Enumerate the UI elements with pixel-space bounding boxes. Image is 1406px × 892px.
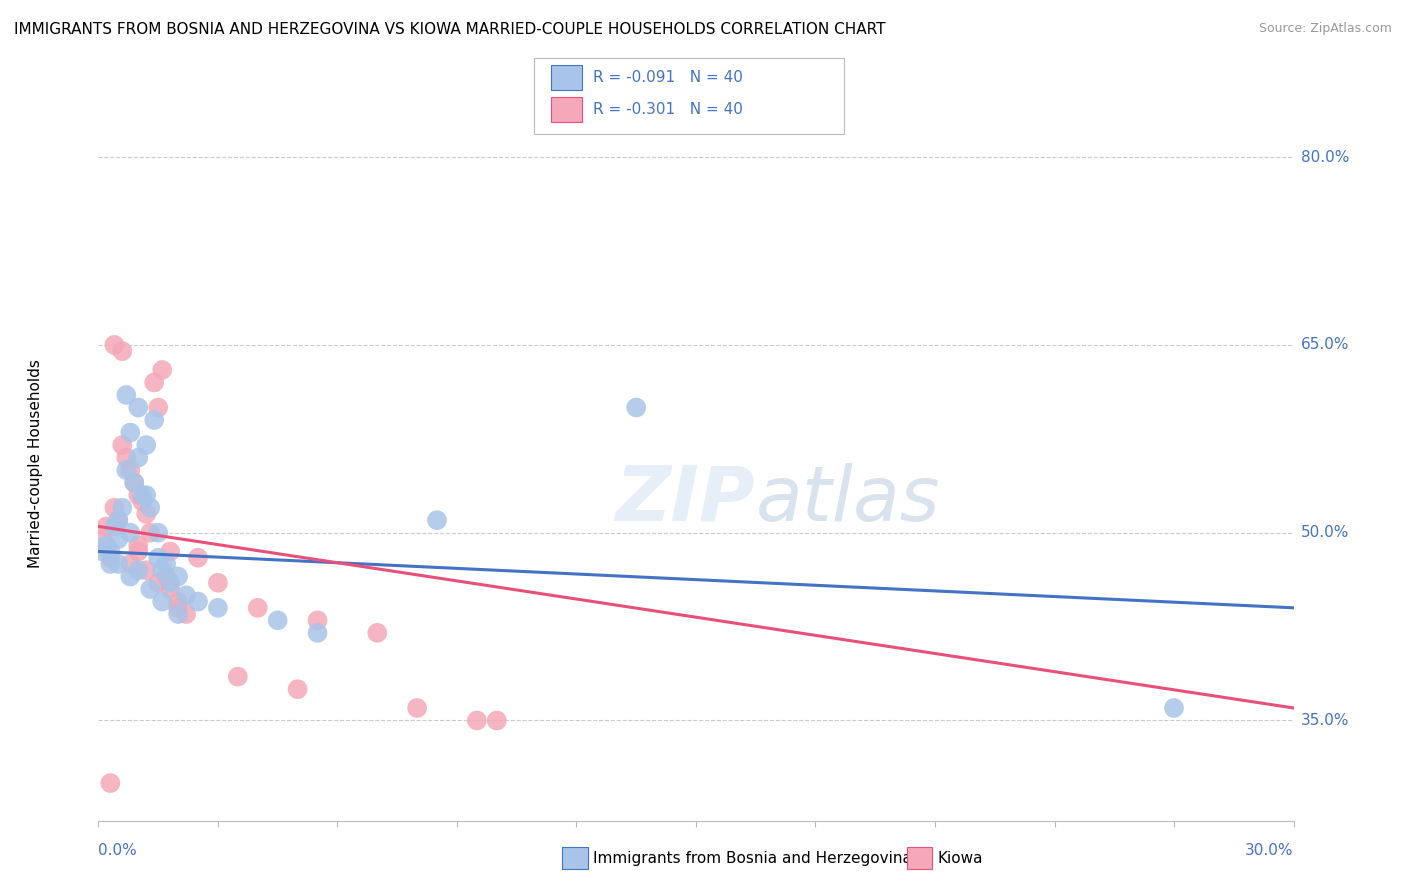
- Text: Married-couple Households: Married-couple Households: [28, 359, 42, 568]
- Text: IMMIGRANTS FROM BOSNIA AND HERZEGOVINA VS KIOWA MARRIED-COUPLE HOUSEHOLDS CORREL: IMMIGRANTS FROM BOSNIA AND HERZEGOVINA V…: [14, 22, 886, 37]
- Point: [127, 450, 149, 465]
- Point: [1163, 701, 1185, 715]
- Point: [127, 544, 149, 558]
- Point: [96, 538, 118, 552]
- Point: [406, 701, 429, 715]
- Text: 0.0%: 0.0%: [98, 843, 138, 858]
- Point: [107, 513, 129, 527]
- Text: R = -0.091   N = 40: R = -0.091 N = 40: [593, 70, 744, 85]
- Point: [155, 557, 177, 571]
- Point: [131, 488, 153, 502]
- Text: Source: ZipAtlas.com: Source: ZipAtlas.com: [1258, 22, 1392, 36]
- Point: [127, 563, 149, 577]
- Point: [139, 582, 162, 596]
- Text: atlas: atlas: [756, 463, 941, 536]
- Point: [124, 475, 146, 490]
- Point: [207, 600, 229, 615]
- Point: [167, 607, 190, 621]
- Text: ZIP: ZIP: [616, 463, 756, 536]
- Text: R = -0.301   N = 40: R = -0.301 N = 40: [593, 103, 744, 117]
- Point: [150, 363, 173, 377]
- Point: [187, 594, 209, 608]
- Point: [465, 714, 488, 728]
- Point: [120, 525, 142, 540]
- Point: [107, 513, 129, 527]
- Point: [155, 569, 177, 583]
- Point: [139, 500, 162, 515]
- Point: [98, 550, 122, 565]
- Point: [246, 600, 269, 615]
- Point: [115, 463, 138, 477]
- Point: [207, 575, 229, 590]
- Text: Kiowa: Kiowa: [938, 851, 983, 865]
- Point: [115, 450, 138, 465]
- Point: [307, 625, 329, 640]
- Point: [150, 594, 173, 608]
- Point: [103, 500, 125, 515]
- Point: [148, 550, 170, 565]
- Point: [148, 575, 170, 590]
- Point: [135, 563, 157, 577]
- Point: [91, 544, 114, 558]
- Point: [148, 401, 170, 415]
- Text: Immigrants from Bosnia and Herzegovina: Immigrants from Bosnia and Herzegovina: [593, 851, 912, 865]
- Point: [127, 538, 149, 552]
- Point: [111, 344, 134, 359]
- Point: [96, 519, 118, 533]
- Point: [307, 613, 329, 627]
- Point: [120, 569, 142, 583]
- Point: [143, 413, 166, 427]
- Text: 65.0%: 65.0%: [1301, 337, 1348, 352]
- Point: [148, 525, 170, 540]
- Point: [103, 519, 125, 533]
- Point: [287, 682, 309, 697]
- Point: [111, 500, 134, 515]
- Point: [174, 607, 197, 621]
- Text: 35.0%: 35.0%: [1301, 713, 1348, 728]
- Point: [150, 563, 173, 577]
- Point: [174, 588, 197, 602]
- Point: [98, 776, 122, 790]
- Point: [143, 376, 166, 390]
- Point: [426, 513, 449, 527]
- Point: [485, 714, 508, 728]
- Point: [187, 550, 209, 565]
- Point: [127, 401, 149, 415]
- Point: [131, 494, 153, 508]
- Point: [135, 438, 157, 452]
- Point: [103, 338, 125, 352]
- Point: [120, 425, 142, 440]
- Point: [98, 544, 122, 558]
- Point: [98, 557, 122, 571]
- Point: [167, 594, 190, 608]
- Point: [159, 544, 181, 558]
- Point: [139, 525, 162, 540]
- Point: [159, 575, 181, 590]
- Point: [91, 532, 114, 546]
- Text: 50.0%: 50.0%: [1301, 525, 1348, 541]
- Point: [267, 613, 290, 627]
- Point: [107, 557, 129, 571]
- Point: [167, 600, 190, 615]
- Point: [167, 569, 190, 583]
- Point: [226, 670, 249, 684]
- Point: [127, 488, 149, 502]
- Point: [366, 625, 388, 640]
- Point: [135, 507, 157, 521]
- Point: [624, 401, 647, 415]
- Point: [159, 582, 181, 596]
- Point: [135, 488, 157, 502]
- Point: [107, 532, 129, 546]
- Point: [120, 557, 142, 571]
- Text: 80.0%: 80.0%: [1301, 150, 1348, 165]
- Point: [120, 463, 142, 477]
- Point: [111, 438, 134, 452]
- Point: [115, 388, 138, 402]
- Point: [124, 475, 146, 490]
- Text: 30.0%: 30.0%: [1246, 843, 1294, 858]
